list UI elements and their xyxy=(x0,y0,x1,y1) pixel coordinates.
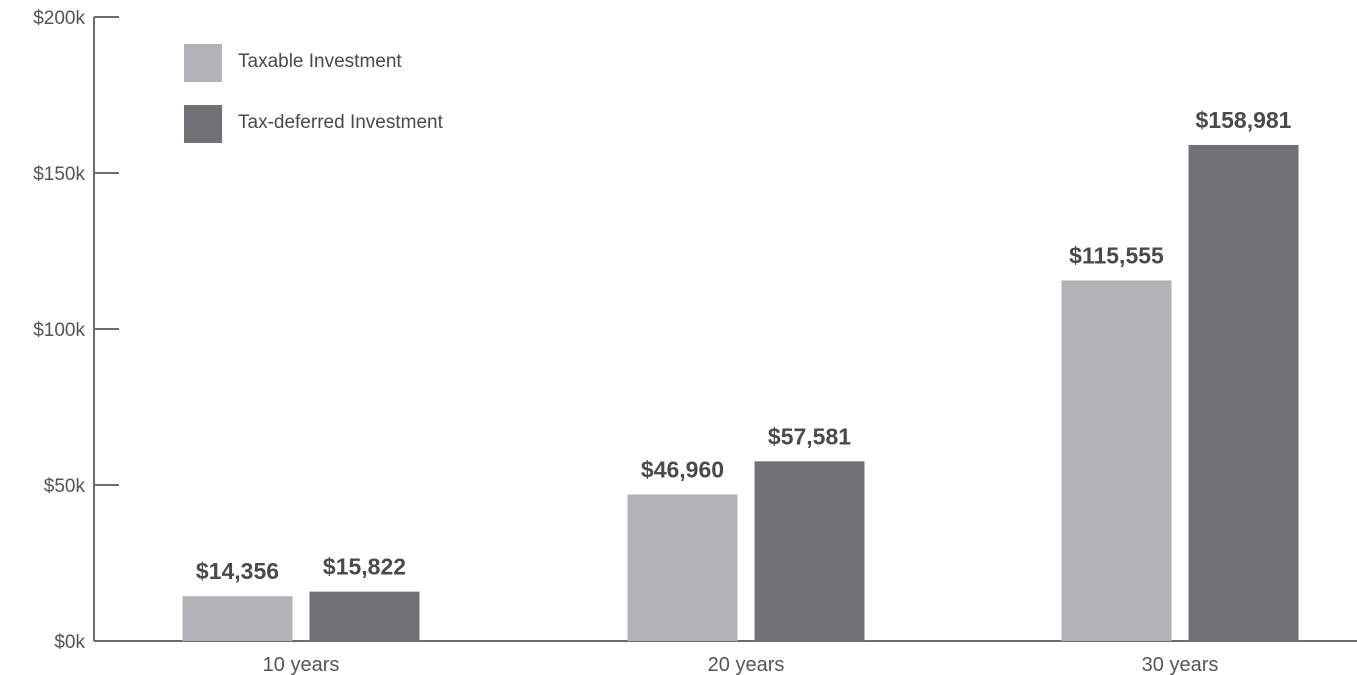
x-category-label: 20 years xyxy=(708,654,785,675)
bar-value-label: $46,960 xyxy=(641,456,724,482)
bar-value-label: $158,981 xyxy=(1196,107,1292,133)
value-labels: $14,356 $46,960 $115,555 $15,822 $57,581 $158… xyxy=(196,107,1292,584)
legend-label: Tax-deferred Investment xyxy=(238,112,444,133)
bar-tax-deferred-1 xyxy=(309,591,420,641)
bar-tax-deferred-3 xyxy=(1188,144,1299,641)
bar-taxable-2 xyxy=(627,494,738,641)
y-tick-label: $200k xyxy=(33,8,85,29)
legend-label: Taxable Investment xyxy=(238,51,402,72)
bar-value-label: $15,822 xyxy=(323,554,406,580)
x-category-label: 30 years xyxy=(1142,654,1219,675)
y-tick-label: $50k xyxy=(44,476,86,497)
bar-value-label: $57,581 xyxy=(768,423,851,449)
y-tick-label: $0k xyxy=(54,632,85,653)
x-category-label: 10 years xyxy=(263,654,340,675)
bars xyxy=(182,144,1299,641)
bar-tax-deferred-2 xyxy=(754,461,865,641)
bar-taxable-1 xyxy=(182,596,293,641)
bar-taxable-3 xyxy=(1061,280,1172,641)
x-axis: 10 years 20 years 30 years xyxy=(94,640,1357,675)
y-tick-label: $100k xyxy=(33,320,85,341)
legend: Taxable Investment Tax-deferred Investmen… xyxy=(184,44,444,143)
bar-value-label: $115,555 xyxy=(1069,242,1164,268)
legend-swatch xyxy=(184,105,222,143)
y-tick-label: $150k xyxy=(33,164,85,185)
y-axis: $0k $50k $100k $150k $200k xyxy=(33,8,119,653)
bar-value-label: $14,356 xyxy=(196,558,279,584)
legend-swatch xyxy=(184,44,222,82)
